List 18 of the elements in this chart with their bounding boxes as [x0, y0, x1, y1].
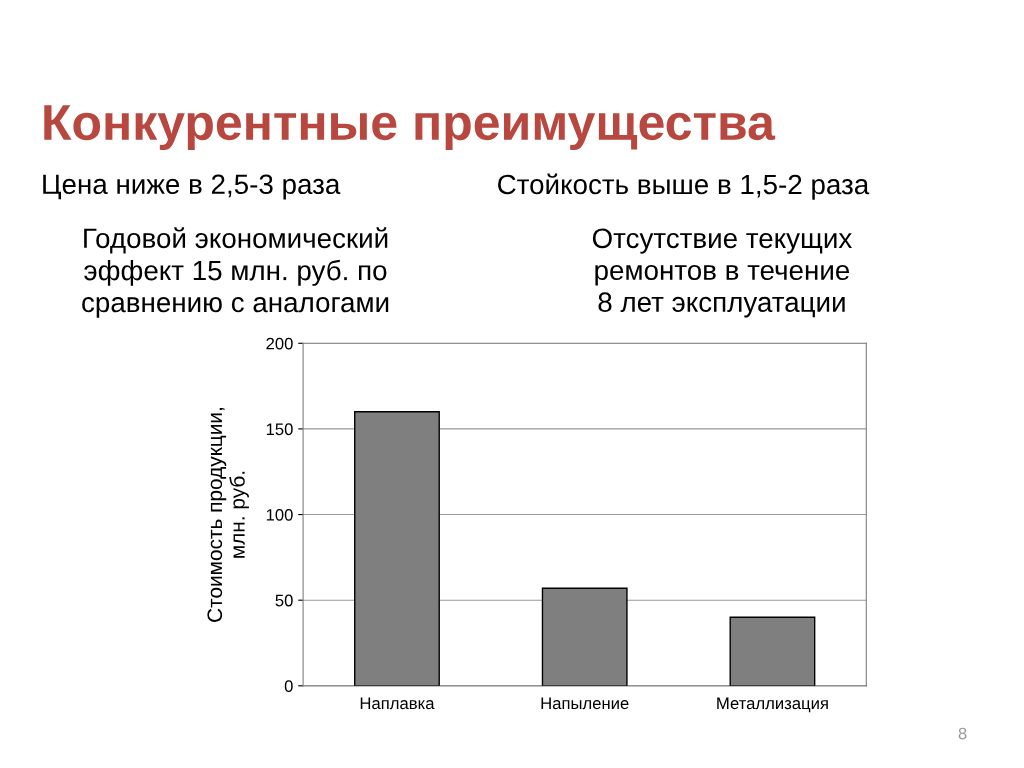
y-tick-label: 150: [266, 423, 293, 436]
text: Годовой экономический эффект 15 млн. руб. по сравнению с аналогами: [82, 227, 389, 318]
y-axis-title: Стоимость продукции, млн. руб.: [207, 408, 249, 622]
x-tick-label: Металлизация: [717, 697, 828, 713]
chart-title: Конкурентные преимущества: [44, 105, 776, 151]
text: Цена ниже в 2,5-3 раза: [43, 174, 341, 200]
y-tick-label: 0: [284, 680, 293, 693]
text: 8: [958, 727, 967, 740]
y-tick-label: 50: [275, 594, 293, 607]
y-tick-label: 200: [266, 337, 293, 350]
text: Отсутствие текущих ремонтов в течение 8 лет эксплуатации: [592, 228, 852, 318]
bar: [541, 587, 628, 686]
bar: [729, 616, 816, 686]
x-tick-label: Наплавка: [360, 697, 435, 710]
text: Стойкость выше в 1,5-2 раза: [498, 173, 870, 200]
y-tick-label: 100: [266, 508, 293, 521]
bar: [354, 411, 440, 686]
x-tick-label: Напыление: [541, 697, 629, 710]
